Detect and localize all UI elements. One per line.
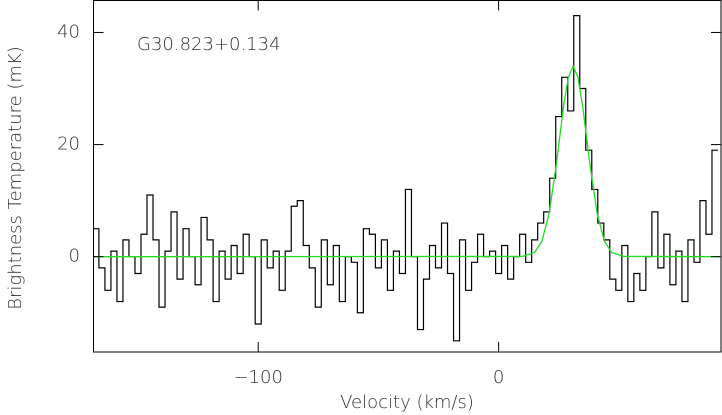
x-tick-label: 0 [493, 367, 504, 388]
plot-frame [93, 0, 722, 353]
y-tick-label: 20 [57, 134, 80, 155]
spectrum-step [93, 15, 718, 342]
x-tick-label: −100 [233, 367, 282, 388]
annotation: G30.823+0.134 [137, 34, 281, 55]
y-tick-label: 0 [69, 246, 80, 267]
y-axis-label: Brightness Temperature (mK) [5, 46, 26, 310]
plot-area [93, 15, 722, 342]
x-axis-label: Velocity (km/s) [340, 392, 474, 413]
y-tick-label: 40 [57, 21, 80, 42]
fit-line [93, 64, 722, 258]
